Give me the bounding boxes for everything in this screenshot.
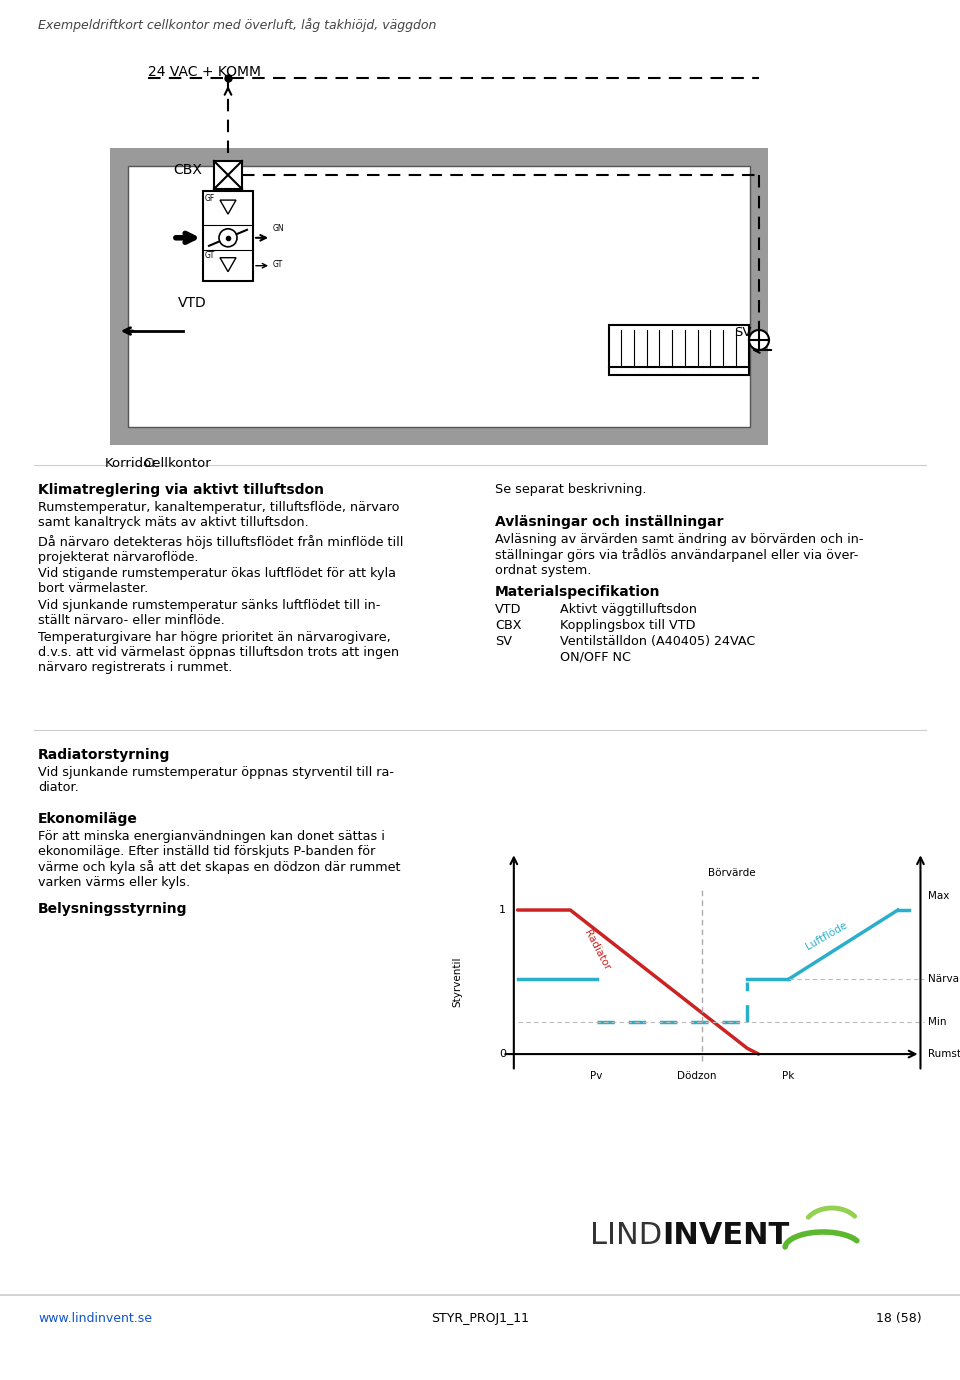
Text: Pv: Pv (590, 1071, 603, 1082)
Text: Luftflöde: Luftflöde (804, 920, 849, 952)
Text: 1: 1 (499, 905, 506, 915)
Text: Exempeldriftkort cellkontor med överluft, låg takhiöjd, väggdon: Exempeldriftkort cellkontor med överluft… (38, 18, 437, 32)
Text: Se separat beskrivning.: Se separat beskrivning. (495, 483, 646, 495)
Text: GF: GF (205, 195, 215, 203)
Text: VTD: VTD (495, 603, 521, 615)
Text: Då närvaro detekteras höjs tilluftsflödet från minflöde till
projekterat närvaro: Då närvaro detekteras höjs tilluftsflöde… (38, 535, 403, 564)
Text: Max: Max (928, 891, 949, 901)
Text: Avläsning av ärvärden samt ändring av börvärden och in-
ställningar görs via trå: Avläsning av ärvärden samt ändring av bö… (495, 533, 863, 577)
Circle shape (219, 229, 237, 247)
Text: Klimatreglering via aktivt tilluftsdon: Klimatreglering via aktivt tilluftsdon (38, 483, 324, 497)
Text: Vid sjunkande rumstemperatur sänks luftflödet till in-
ställt närvaro- eller min: Vid sjunkande rumstemperatur sänks luftf… (38, 599, 380, 627)
Text: 18 (58): 18 (58) (876, 1312, 922, 1325)
Text: 24 VAC + KOMM: 24 VAC + KOMM (148, 65, 261, 79)
Text: Korridor: Korridor (105, 457, 157, 471)
Text: Pk: Pk (782, 1071, 795, 1082)
Text: Avläsningar och inställningar: Avläsningar och inställningar (495, 515, 724, 529)
Text: GT: GT (205, 251, 215, 261)
Bar (609, 326, 749, 375)
Text: Cellkontor: Cellkontor (143, 457, 211, 471)
Text: Aktivt väggtilluftsdon: Aktivt väggtilluftsdon (560, 603, 697, 615)
Bar (128, 426, 750, 444)
Polygon shape (220, 200, 236, 214)
Bar (214, 161, 242, 189)
Text: Dödzon: Dödzon (677, 1071, 716, 1082)
Text: Radiator: Radiator (582, 929, 612, 972)
Text: Börvärde: Börvärde (708, 868, 756, 878)
Text: Närvaro: Närvaro (928, 974, 960, 984)
Polygon shape (220, 258, 236, 272)
Bar (110, 148, 128, 444)
Bar (203, 190, 253, 282)
Text: Radiatorstyrning: Radiatorstyrning (38, 748, 170, 762)
Text: VTD: VTD (178, 295, 206, 310)
Text: LIND: LIND (590, 1220, 662, 1249)
Text: SV: SV (734, 326, 752, 339)
Text: CBX: CBX (173, 163, 202, 177)
Text: Ekonomiläge: Ekonomiläge (38, 811, 138, 827)
Text: INVENT: INVENT (662, 1220, 789, 1249)
Text: För att minska energianvändningen kan donet sättas i
ekonomiläge. Efter inställd: För att minska energianvändningen kan do… (38, 829, 400, 889)
Text: GT: GT (273, 259, 283, 269)
Text: Temperaturgivare har högre prioritet än närvarogivare,
d.v.s. att vid värmelast : Temperaturgivare har högre prioritet än … (38, 631, 399, 673)
Bar (110, 148, 768, 166)
Text: Rumstemperatur, kanaltemperatur, tilluftsflöde, närvaro
samt kanaltryck mäts av : Rumstemperatur, kanaltemperatur, tilluft… (38, 501, 399, 529)
Text: SV: SV (495, 635, 512, 649)
Text: Materialspecifikation: Materialspecifikation (495, 585, 660, 599)
Text: www.lindinvent.se: www.lindinvent.se (38, 1312, 152, 1325)
Text: GN: GN (273, 224, 284, 233)
Text: Kopplingsbox till VTD: Kopplingsbox till VTD (560, 620, 695, 632)
Circle shape (749, 330, 769, 351)
Text: Styrventil: Styrventil (452, 956, 463, 1007)
Bar (750, 148, 768, 444)
Text: 0: 0 (499, 1049, 506, 1058)
Text: Vid stigande rumstemperatur ökas luftflödet för att kyla
bort värmelaster.: Vid stigande rumstemperatur ökas luftflö… (38, 567, 396, 595)
Text: Rumstemp: Rumstemp (928, 1049, 960, 1058)
Text: CBX: CBX (495, 620, 521, 632)
Text: Vid sjunkande rumstemperatur öppnas styrventil till ra-
diator.: Vid sjunkande rumstemperatur öppnas styr… (38, 766, 394, 794)
Text: Min: Min (928, 1017, 947, 1027)
Text: STYR_PROJ1_11: STYR_PROJ1_11 (431, 1312, 529, 1325)
Text: Belysningsstyrning: Belysningsstyrning (38, 903, 187, 916)
Text: Ventilställdon (A40405) 24VAC
ON/OFF NC: Ventilställdon (A40405) 24VAC ON/OFF NC (560, 635, 756, 662)
Bar (128, 166, 750, 426)
